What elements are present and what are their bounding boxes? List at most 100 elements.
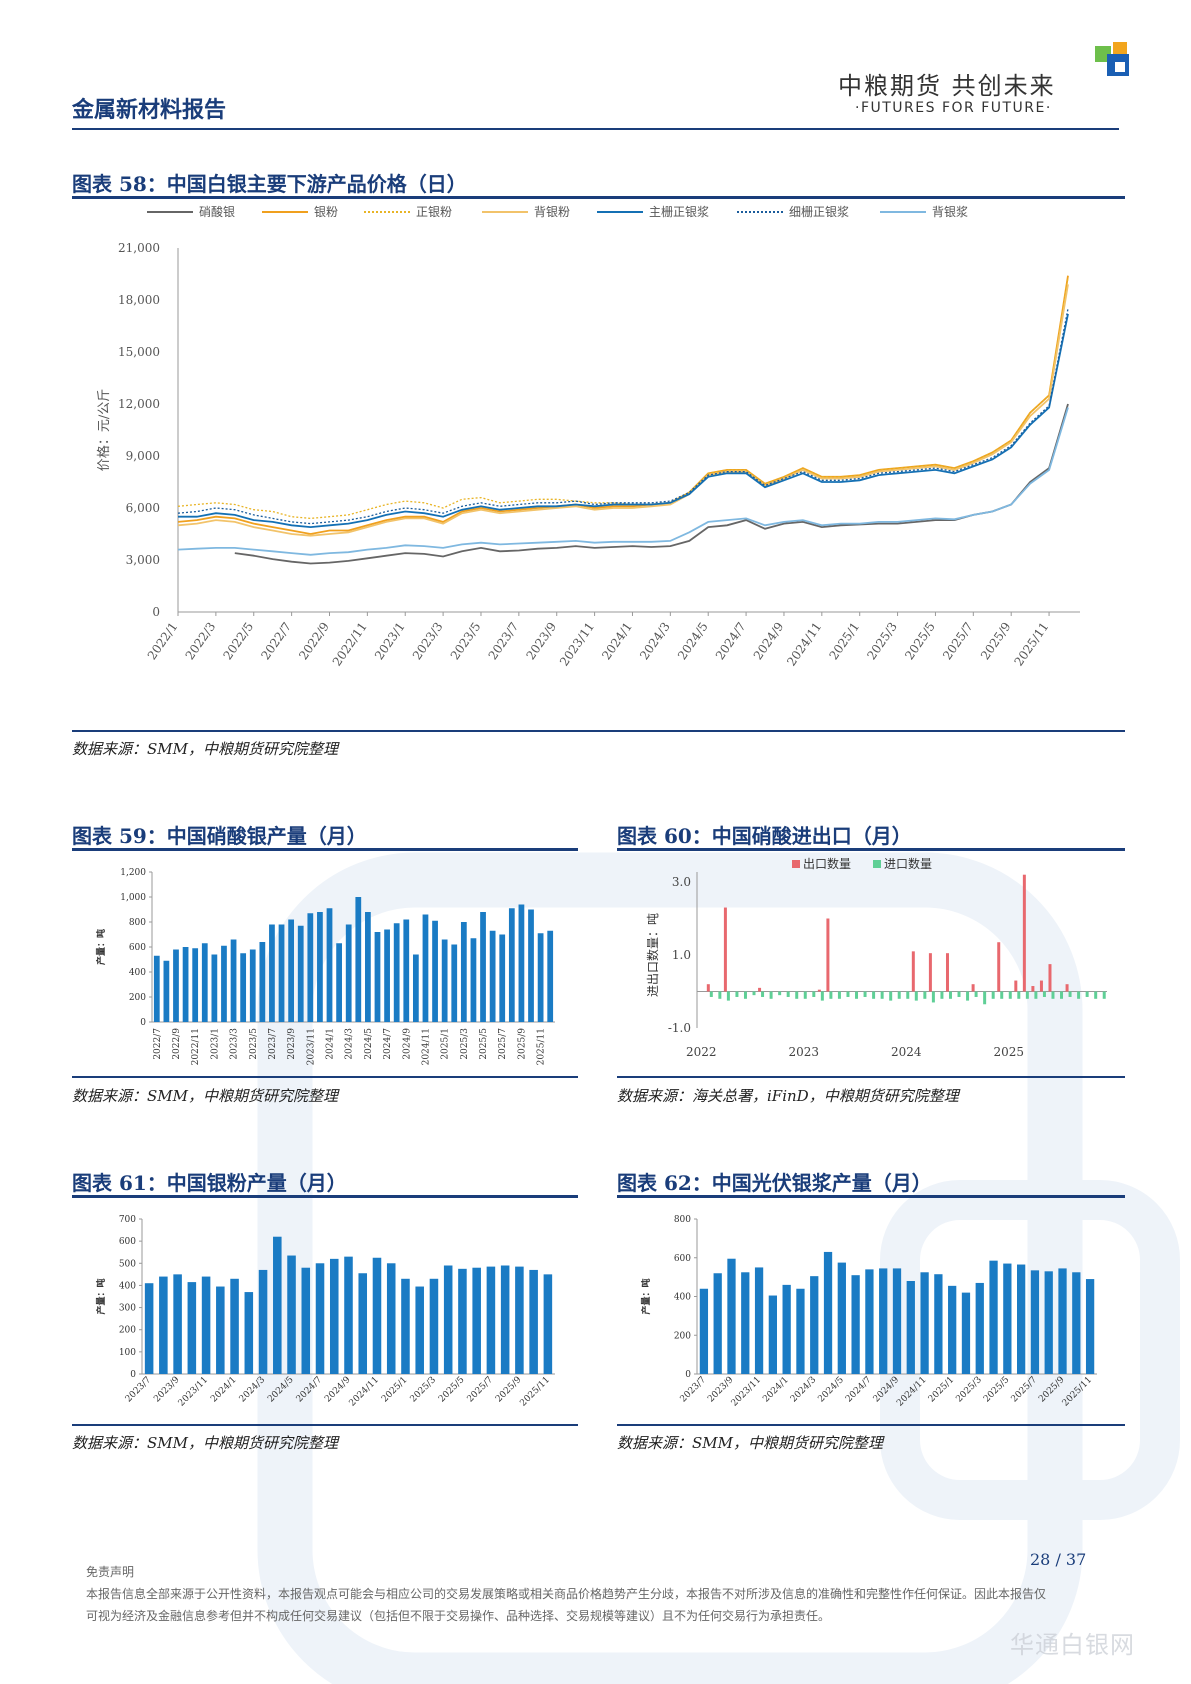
bar (317, 912, 323, 1022)
x-tick-label: 2023/7 (679, 1375, 709, 1405)
bar (1072, 1272, 1081, 1374)
disclaimer-title: 免责声明 (86, 1565, 135, 1579)
bar-进口数量 (846, 991, 850, 997)
bar (336, 943, 342, 1022)
bar (754, 1267, 764, 1374)
y-tick-label: 600 (129, 943, 146, 953)
x-tick-label: 2023/5 (448, 620, 484, 663)
x-tick-label: 2024/3 (637, 620, 673, 663)
bar (1030, 1270, 1040, 1374)
y-tick-label: 0 (130, 1370, 136, 1380)
bar-进口数量 (923, 991, 927, 999)
bar (211, 954, 218, 1022)
bar (727, 1258, 736, 1374)
x-tick-label: 2025/11 (1061, 1375, 1095, 1409)
bar-出口数量 (945, 953, 949, 992)
bar (287, 1255, 296, 1374)
bar (393, 923, 400, 1022)
bar (173, 1274, 182, 1374)
bar (1058, 1268, 1067, 1374)
bar-进口数量 (837, 991, 841, 999)
bar (415, 1286, 424, 1374)
y-tick-label: 200 (129, 993, 146, 1003)
bar (307, 913, 314, 1022)
bar (1003, 1263, 1012, 1374)
bar-出口数量 (817, 989, 821, 992)
bar-进口数量 (803, 991, 807, 999)
y-tick-label: 9,000 (126, 449, 160, 463)
x-tick-label: 2023/7 (124, 1375, 154, 1405)
bar (515, 1266, 524, 1374)
x-tick-label: 2025/5 (902, 620, 938, 663)
bar-进口数量 (940, 991, 944, 999)
y-tick-label: 400 (119, 1281, 136, 1291)
bar (329, 1258, 339, 1374)
x-tick-label: 2024/5 (816, 1375, 846, 1405)
bar-进口数量 (983, 991, 987, 1005)
bar-进口数量 (769, 991, 773, 999)
disclaimer-text: 本报告信息全部来源于公开性资料，本报告观点可能会与相应公司的交易发展策略或相关商… (86, 1587, 1047, 1623)
bar (358, 1273, 368, 1374)
bar-进口数量 (1034, 991, 1038, 999)
bar (258, 1269, 268, 1374)
bar (163, 960, 170, 1022)
bar-出口数量 (1048, 964, 1052, 992)
x-tick-label: 2023/3 (230, 1028, 240, 1060)
y-tick-label: 15,000 (118, 345, 160, 359)
x-tick-label: 2025/3 (864, 620, 900, 663)
x-tick-label: 2023/1 (372, 620, 408, 663)
logo-subtitle: ·FUTURES FOR FUTURE· (855, 100, 1052, 116)
page-number: 28 / 37 (1030, 1550, 1087, 1569)
series-line-主栅正银浆 (178, 313, 1069, 529)
bar-出口数量 (758, 987, 762, 992)
bar-进口数量 (1017, 991, 1021, 999)
y-tick-label: 3,000 (126, 553, 160, 567)
x-tick-label: 2022/3 (183, 620, 219, 663)
x-tick-label: 2024/7 (713, 620, 749, 663)
bar (187, 1282, 197, 1374)
x-tick-label: 2024/11 (421, 1028, 431, 1065)
bar (934, 1274, 943, 1374)
bar (920, 1272, 929, 1374)
x-tick-label: 2024/3 (789, 1375, 819, 1405)
bar-进口数量 (752, 991, 756, 996)
legend-swatch (792, 860, 800, 868)
bar (1044, 1271, 1053, 1374)
bar (269, 924, 275, 1022)
bar (500, 1265, 510, 1374)
bar (412, 954, 419, 1022)
x-tick-label: 2022/1 (145, 620, 181, 663)
x-tick-label: 2024/7 (295, 1375, 325, 1405)
bar (182, 947, 189, 1022)
bar-出口数量 (1039, 980, 1043, 992)
fig58-bottom-rule (72, 730, 1125, 732)
legend-label: 背银浆 (932, 204, 968, 219)
series-line-正银粉 (177, 277, 1069, 520)
bar-进口数量 (931, 991, 935, 1003)
bar (221, 945, 227, 1022)
y-tick-label: 12,000 (118, 397, 160, 411)
bar (472, 1267, 481, 1374)
x-tick-label: 2024 (891, 1045, 922, 1059)
bar (543, 1274, 553, 1374)
series-line-背银浆 (177, 407, 1069, 556)
legend-label: 硝酸银 (199, 204, 235, 219)
bar (259, 942, 266, 1022)
y-tick-label: 300 (119, 1304, 136, 1314)
bar (173, 949, 179, 1022)
fig62-bottom-rule (617, 1424, 1125, 1426)
x-tick-label: 2025/9 (517, 1028, 527, 1060)
bar-出口数量 (911, 951, 915, 992)
bar (458, 1268, 467, 1374)
series-line-细栅正银浆 (177, 308, 1069, 525)
bar (906, 1281, 915, 1374)
y-tick-label: 600 (119, 1237, 136, 1247)
x-tick-label: 2024/1 (209, 1375, 238, 1404)
bar (486, 1266, 496, 1374)
bar (201, 943, 208, 1022)
fig60-bottom-rule (617, 1076, 1125, 1078)
bar (443, 1265, 453, 1374)
bar-进口数量 (1102, 991, 1106, 999)
x-tick-label: 2023/9 (523, 620, 559, 663)
x-tick-label: 2024/1 (326, 1028, 336, 1060)
